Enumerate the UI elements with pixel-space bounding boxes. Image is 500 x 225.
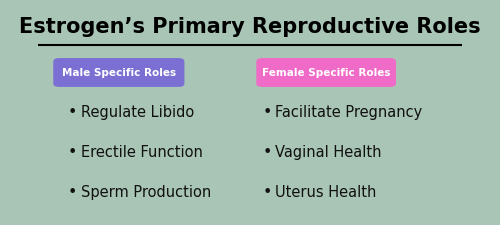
Text: Uterus Health: Uterus Health <box>276 185 377 200</box>
FancyBboxPatch shape <box>256 58 396 87</box>
Text: •: • <box>68 185 78 200</box>
Text: Facilitate Pregnancy: Facilitate Pregnancy <box>276 105 422 120</box>
Text: •: • <box>262 105 272 120</box>
FancyBboxPatch shape <box>54 58 184 87</box>
Text: Erectile Function: Erectile Function <box>81 145 202 160</box>
Text: Regulate Libido: Regulate Libido <box>81 105 194 120</box>
Text: Sperm Production: Sperm Production <box>81 185 211 200</box>
Text: •: • <box>262 185 272 200</box>
Text: Vaginal Health: Vaginal Health <box>276 145 382 160</box>
Text: Estrogen’s Primary Reproductive Roles: Estrogen’s Primary Reproductive Roles <box>19 17 481 37</box>
Text: •: • <box>68 145 78 160</box>
Text: •: • <box>262 145 272 160</box>
Text: •: • <box>68 105 78 120</box>
Text: Female Specific Roles: Female Specific Roles <box>262 68 390 77</box>
Text: Male Specific Roles: Male Specific Roles <box>62 68 176 77</box>
